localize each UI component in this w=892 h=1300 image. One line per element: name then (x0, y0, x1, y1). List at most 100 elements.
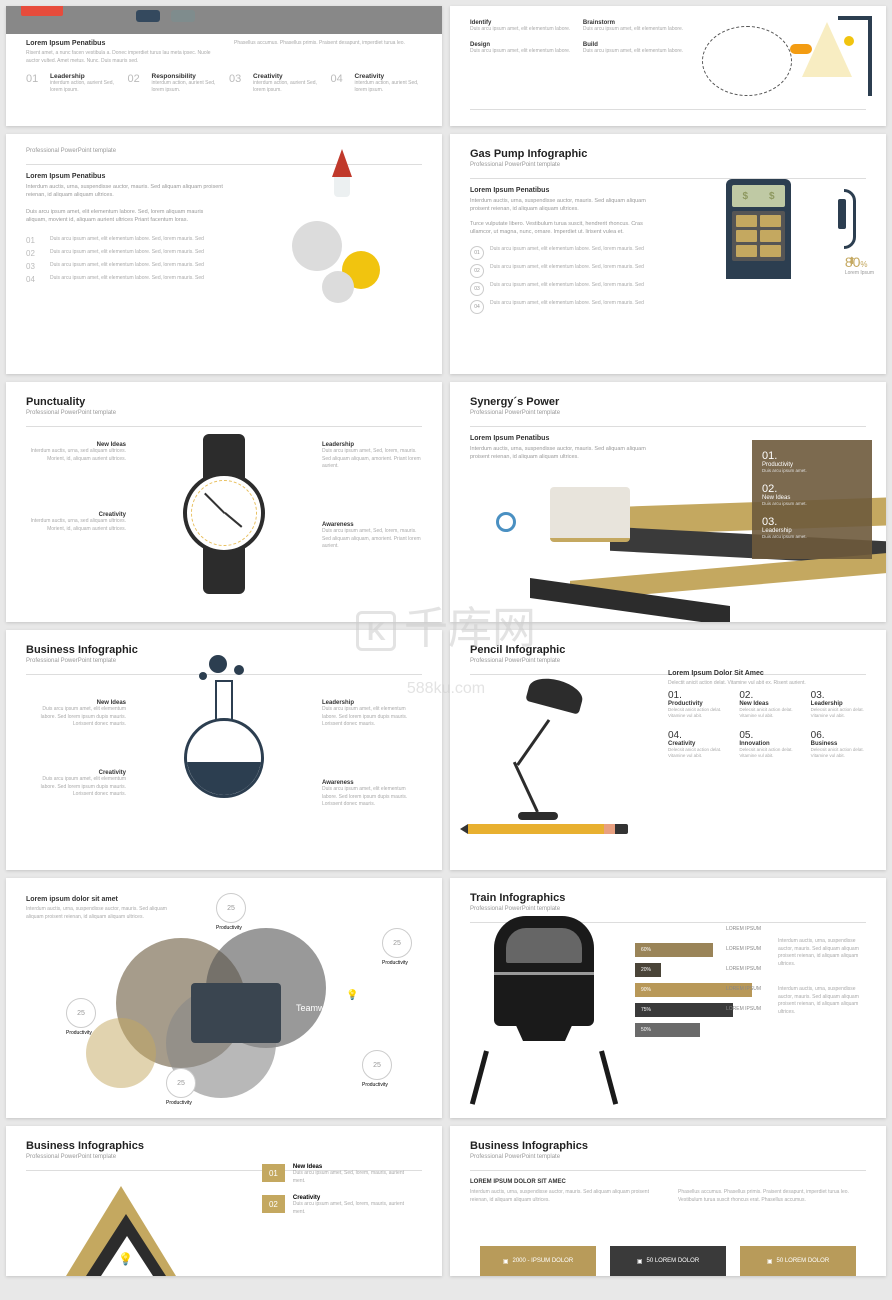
bubble-icon (209, 655, 227, 673)
numbered-item: 02Responsibilityinterdum action, aurient… (128, 73, 220, 98)
callout: New IdeasDuis arcu ipsum amet, elit elem… (26, 700, 126, 729)
list-item: 02CreativityDuis arcu ipsum amet, Sed, l… (262, 1195, 412, 1216)
lamp-post-icon (868, 16, 872, 96)
team-table-icon (191, 983, 281, 1043)
bubble-icon (199, 672, 207, 680)
slide-title: Pencil Infographic (470, 644, 866, 656)
pencil-icon (468, 824, 628, 834)
numbered-item: 01Duis arcu ipsum amet, elit elementum l… (470, 246, 660, 260)
callout: New IdeasInterdum auctis, urna, sed aliq… (26, 442, 126, 463)
heading: Lorem Ipsum Dolor Sit Amec (668, 670, 868, 677)
slide-title: Train Infographics (470, 892, 866, 904)
slide-street: Lorem Ipsum Penatibus Risent amet, a nunc… (6, 6, 442, 126)
list-item: 03.LeadershipDuis arcu ipsum amet. (762, 516, 862, 539)
train-icon (494, 916, 594, 1026)
callout: CreativityInterdum auctis, urna, sed ali… (26, 512, 126, 533)
callout: 25Productivity (66, 998, 96, 1036)
lamp-arm-icon (838, 16, 868, 20)
watch-face-icon (183, 472, 265, 554)
heading: Lorem Ipsum Penatibus (26, 40, 214, 47)
pencil-tip-icon (460, 824, 468, 834)
streetlamp-illustration (692, 16, 872, 106)
slide-business-flask: Business Infographic Professional PowerP… (6, 630, 442, 870)
bubble-icon (234, 665, 244, 675)
bar-row: 50%LOREM IPSUM (635, 1023, 765, 1037)
numbered-item: 04Creativityinterdum action, aurient Sed… (331, 73, 423, 98)
grid-item: BuildDuis arcu ipsum amet, elit elementu… (583, 42, 688, 56)
pump-screen: $$ (732, 185, 785, 207)
grid-item: 05.InnovationDelecsit anicit action dela… (739, 730, 796, 760)
bulb-icon: 💡 (118, 1252, 133, 1266)
percentage-value: 80%Lorem Ipsum (845, 254, 874, 276)
subtitle: Professional PowerPoint template (470, 658, 866, 664)
numbered-item: 02Duis arcu ipsum amet, elit elementum l… (470, 264, 660, 278)
body-text: Duis arcu ipsum amet, elit elementum lab… (26, 208, 224, 225)
body-text: Interdum auctis, urna, suspendisse aucto… (470, 445, 648, 462)
callout: LeadershipDuis arcu ipsum amet, Sed, lor… (322, 442, 422, 471)
callout: 25Productivity (382, 928, 412, 966)
gas-pump-icon: $$ (726, 179, 791, 279)
subtitle: Professional PowerPoint template (470, 410, 866, 416)
slide-business-boxes: Business Infographics Professional Power… (450, 1126, 886, 1276)
grid-item: 06.BusinessDelecsit anicit action delat.… (811, 730, 868, 760)
rocket-body-icon (334, 177, 350, 197)
subtitle: Professional PowerPoint template (26, 410, 422, 416)
list-item: 01New IdeasDuis arcu ipsum amet, Sed, lo… (262, 1164, 412, 1185)
grid-item: DesignDuis arcu ipsum amet, elit element… (470, 42, 575, 56)
info-box: ▣2000 - IPSUM DOLOR (480, 1246, 596, 1276)
bus-icon (21, 6, 63, 16)
body-text: Interdum auctis, urna, suspendisse aucto… (26, 183, 224, 200)
callout: 25Productivity (166, 1068, 196, 1106)
body-text: Delectit anicit action delat. Vitamine v… (668, 680, 868, 688)
numbered-item: 01Leadershipinterdum action, aurient Sed… (26, 73, 118, 98)
car-icon (171, 10, 195, 22)
machine-icon (550, 487, 630, 542)
slide-gas-pump: Gas Pump Infographic Professional PowerP… (450, 134, 886, 374)
numbered-list: 01.ProductivityDuis arcu ipsum amet. 02.N… (752, 440, 872, 559)
gear-icon (322, 271, 354, 303)
body-text: Interdum auctis, urna, suspendisse aucto… (778, 986, 868, 1016)
slide-title: Business Infographic (26, 644, 422, 656)
callout: CreativityDuis arcu ipsum amet, elit ele… (26, 770, 126, 799)
grid-item: 02.New IdeasDelecsit anicit action delat… (739, 690, 796, 720)
moon-icon (844, 36, 854, 46)
subtitle: Professional PowerPoint template (470, 162, 866, 168)
wheel-icon (496, 512, 516, 532)
rocket-icon (332, 149, 352, 177)
body-text: Phasellus accumus. Phasellus primis. Pra… (234, 40, 422, 65)
heading: LOREM IPSUM DOLOR SIT AMEC (470, 1179, 866, 1185)
cloud-icon (790, 44, 812, 54)
car-icon (136, 10, 160, 22)
flask-neck-icon (215, 680, 233, 720)
bulb-icon: 💡 (346, 990, 358, 1001)
info-box: ▣50 LOREM DOLOR (740, 1246, 856, 1276)
slide-synergy: Synergy´s Power Professional PowerPoint … (450, 382, 886, 622)
callout: AwarenessDuis arcu ipsum amet, Sed, lore… (322, 522, 422, 551)
slide-title: Synergy´s Power (470, 396, 866, 408)
list-item: 01.ProductivityDuis arcu ipsum amet. (762, 450, 862, 473)
bar-chart: 60%LOREM IPSUM20%LOREM IPSUM90%LOREM IPS… (635, 943, 765, 1043)
slide-title: Business Infographics (26, 1140, 422, 1152)
slide-grid: Lorem Ipsum Penatibus Risent amet, a nunc… (6, 6, 886, 1276)
slide-train: Train Infographics Professional PowerPoi… (450, 878, 886, 1118)
numbered-item: 02Duis arcu ipsum amet, elit elementum l… (26, 249, 224, 258)
body-text: Risent amet, a nunc facen vestibula a. D… (26, 50, 214, 65)
orbit-icon (702, 26, 792, 96)
numbered-item: 03Duis arcu ipsum amet, elit elementum l… (470, 282, 660, 296)
lamp-base-icon (518, 812, 558, 820)
slide-teamwork: Lorem ipsum dolor sit amet Interdum auct… (6, 878, 442, 1118)
body-text: Phasellus accumus. Phasellus primis. Pra… (678, 1189, 866, 1204)
body-text: Turce vulputate libero. Vestibulum turua… (470, 220, 660, 237)
circle-icon (86, 1018, 156, 1088)
list-item: 02.New IdeasDuis arcu ipsum amet. (762, 483, 862, 506)
slide-punctuality: Punctuality Professional PowerPoint temp… (6, 382, 442, 622)
grid-item: IdentifyDuis arcu ipsum amet, elit eleme… (470, 20, 575, 34)
slide-rocket: Professional PowerPoint template Lorem I… (6, 134, 442, 374)
gears-illustration (272, 211, 412, 311)
slide-triangle: Business Infographics Professional Power… (6, 1126, 442, 1276)
callout: LeadershipDuis arcu ipsum amet, elit ele… (322, 700, 422, 729)
rail-icon (470, 1050, 489, 1104)
street-illustration (6, 6, 442, 34)
callout: 25Productivity (362, 1050, 392, 1088)
lamp-arm-icon (516, 719, 550, 766)
